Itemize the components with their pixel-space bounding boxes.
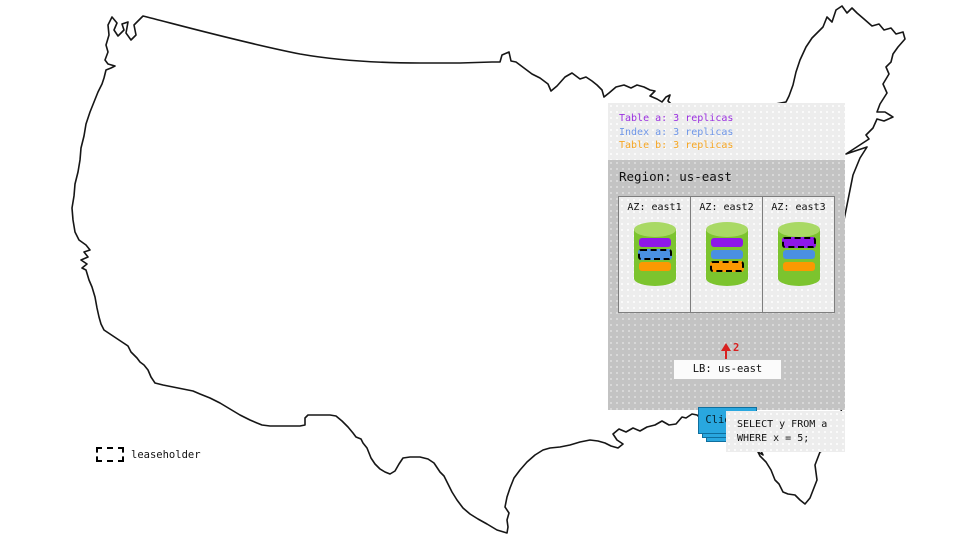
az-east1-label: AZ: east1 bbox=[627, 202, 682, 213]
replica-table-b-leaseholder bbox=[709, 261, 744, 272]
az-east2-label: AZ: east2 bbox=[699, 202, 754, 213]
database-cylinder-east2 bbox=[705, 222, 748, 286]
sql-line-1: SELECT y FROM a bbox=[737, 419, 828, 430]
region-us-east: Region: us-east AZ: east1 bbox=[608, 160, 845, 442]
replica-index-a-leaseholder bbox=[637, 249, 672, 260]
database-cylinder-east3 bbox=[777, 222, 820, 286]
region-title: Region: us-east bbox=[619, 169, 732, 184]
cylinder-bottom bbox=[777, 271, 820, 286]
az-box-east1: AZ: east1 bbox=[619, 197, 690, 312]
az-row: AZ: east1 AZ: east2 bbox=[618, 196, 835, 313]
cylinder-top bbox=[633, 222, 676, 237]
az-box-east3: AZ: east3 bbox=[762, 197, 834, 312]
replica-table-b bbox=[782, 262, 815, 271]
cylinder-bottom bbox=[705, 271, 748, 286]
sql-line-2: WHERE x = 5; bbox=[737, 433, 810, 444]
leaseholder-symbol bbox=[96, 447, 124, 462]
replica-table-a bbox=[638, 238, 671, 247]
query-arrow-head-icon bbox=[721, 343, 731, 351]
cylinder-top bbox=[705, 222, 748, 237]
az-box-east2: AZ: east2 bbox=[690, 197, 762, 312]
query-arrow-icon bbox=[725, 350, 727, 367]
sql-query-box: SELECT y FROM a WHERE x = 5; bbox=[726, 411, 845, 452]
replica-index-a bbox=[782, 250, 815, 259]
leaseholder-label: leaseholder bbox=[131, 448, 201, 461]
replica-table-b bbox=[638, 262, 671, 271]
replica-index-a bbox=[710, 250, 743, 259]
cylinder-top bbox=[777, 222, 820, 237]
database-cylinder-east1 bbox=[633, 222, 676, 286]
replica-table-a-leaseholder bbox=[781, 237, 816, 248]
cylinder-bottom bbox=[633, 271, 676, 286]
legend-table-a: Table a: 3 replicas bbox=[619, 113, 734, 124]
topology-panel: Table a: 3 replicas Index a: 3 replicas … bbox=[608, 103, 845, 442]
query-step-label: 2 bbox=[733, 342, 740, 354]
replica-table-a bbox=[710, 238, 743, 247]
legend-index-a: Index a: 3 replicas bbox=[619, 126, 734, 138]
load-balancer: LB: us-east bbox=[673, 359, 782, 380]
replica-legend: Table a: 3 replicas Index a: 3 replicas … bbox=[608, 103, 845, 160]
legend-table-b: Table b: 3 replicas bbox=[619, 140, 734, 151]
leaseholder-legend: leaseholder bbox=[96, 447, 201, 462]
az-east3-label: AZ: east3 bbox=[771, 202, 826, 213]
